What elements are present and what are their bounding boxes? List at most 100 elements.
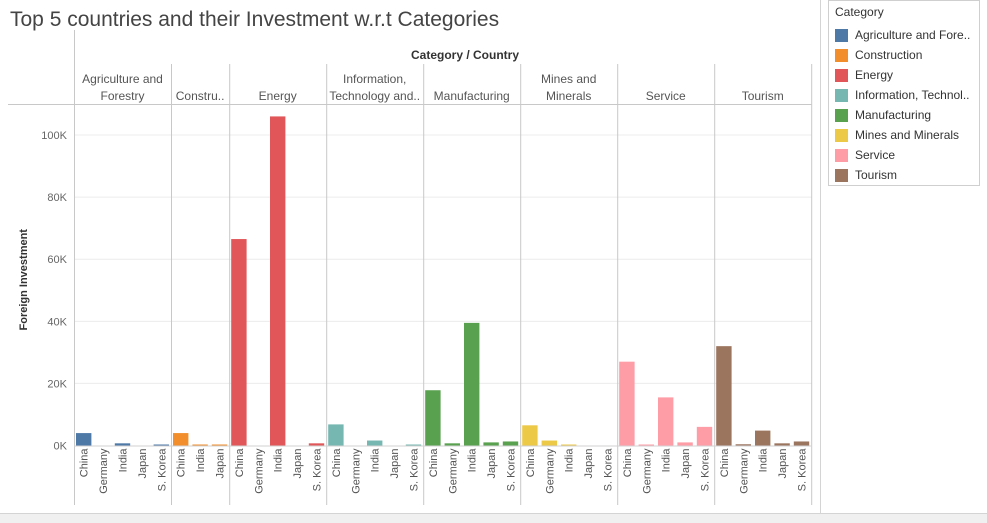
x-tick-label: China: [331, 448, 343, 478]
bar: [522, 425, 538, 446]
x-tick-label: India: [661, 448, 673, 473]
x-tick-label: Japan: [777, 449, 789, 479]
x-tick-label: Germany: [544, 448, 556, 494]
legend-item[interactable]: Tourism: [835, 165, 973, 185]
legend-label: Information, Technol..: [855, 88, 970, 102]
x-tick-label: S. Korea: [797, 448, 809, 492]
y-tick-label: 0K: [54, 441, 68, 453]
legend-item[interactable]: Mines and Minerals: [835, 125, 973, 145]
legend-label: Service: [855, 148, 896, 162]
x-tick-label: China: [525, 448, 537, 478]
legend-item[interactable]: Information, Technol..: [835, 85, 973, 105]
pane-header-label: Energy: [259, 89, 297, 103]
pane-header-label: Minerals: [546, 89, 591, 103]
bar: [774, 443, 790, 446]
x-tick-label: China: [234, 448, 246, 478]
x-tick-label: India: [758, 448, 770, 473]
bar: [541, 440, 557, 446]
bar: [192, 444, 208, 446]
pane-header-label: Agriculture and: [82, 72, 163, 86]
x-tick-label: Japan: [215, 449, 227, 479]
y-tick-label: 100K: [41, 130, 67, 142]
bar: [735, 444, 751, 446]
x-tick-label: S. Korea: [506, 448, 518, 492]
x-tick-label: S. Korea: [312, 448, 324, 492]
bar: [658, 397, 674, 446]
x-tick-label: S. Korea: [603, 448, 615, 492]
bar: [76, 433, 92, 446]
x-tick-label: India: [467, 448, 479, 473]
y-tick-label: 80K: [47, 192, 67, 204]
bar: [619, 361, 635, 446]
pane-header-label: Tourism: [742, 89, 784, 103]
pane-header-label: Technology and..: [329, 89, 420, 103]
x-tick-label: China: [428, 448, 440, 478]
legend-item[interactable]: Construction: [835, 45, 973, 65]
bar: [367, 440, 383, 446]
x-tick-label: China: [176, 448, 188, 478]
x-tick-label: India: [370, 448, 382, 473]
legend-item[interactable]: Manufacturing: [835, 105, 973, 125]
x-tick-label: S. Korea: [156, 448, 168, 492]
x-tick-label: India: [195, 448, 207, 473]
pane-header-label: Service: [646, 89, 686, 103]
bar: [425, 390, 441, 446]
bar: [464, 322, 480, 446]
pane-header-label: Forestry: [100, 89, 144, 103]
legend-swatch: [835, 108, 848, 122]
legend-swatch: [835, 28, 848, 42]
legend-swatch: [835, 128, 848, 142]
bar: [270, 116, 286, 446]
bar: [561, 444, 577, 446]
x-tick-label: Germany: [253, 448, 265, 494]
bar: [638, 444, 654, 446]
pane-header-label: Mines and: [541, 72, 596, 86]
legend-item[interactable]: Agriculture and Fore..: [835, 25, 973, 45]
bar: [211, 444, 228, 446]
legend-label: Construction: [855, 48, 923, 62]
y-axis-label: Foreign Investment: [18, 229, 30, 331]
legend-label: Energy: [855, 68, 894, 82]
y-tick-label: 60K: [47, 254, 67, 266]
bar: [483, 442, 499, 446]
pane-header-label: Constru..: [176, 89, 225, 103]
pane-header-label: Information,: [343, 72, 406, 86]
bar: [173, 433, 189, 446]
legend-label: Agriculture and Fore..: [855, 28, 971, 42]
bar: [677, 442, 693, 446]
legend-label: Mines and Minerals: [855, 128, 960, 142]
pane-header-label: Manufacturing: [434, 89, 510, 103]
bar: [755, 430, 771, 446]
bar: [444, 443, 460, 446]
legend-label: Tourism: [855, 168, 898, 182]
legend-item[interactable]: Service: [835, 145, 973, 165]
legend-item[interactable]: Energy: [835, 65, 973, 85]
bar: [114, 443, 131, 446]
legend-items: Agriculture and Fore.. Construction Energy…: [835, 25, 973, 185]
x-tick-label: China: [622, 448, 634, 478]
y-tick-label: 20K: [47, 378, 67, 390]
legend[interactable]: Category Agriculture and Fore.. Construct…: [828, 0, 980, 186]
bar-chart: Category / Country 0K 20K 40K 60K 80K 100K Fore…: [8, 0, 821, 513]
bar: [405, 444, 422, 446]
x-tick-label: Japan: [583, 449, 595, 479]
x-tick-label: India: [118, 448, 130, 473]
legend-title: Category: [835, 5, 884, 19]
bar: [308, 443, 325, 446]
x-tick-label: China: [79, 448, 91, 478]
x-tick-label: S. Korea: [700, 448, 712, 492]
legend-swatch: [835, 88, 848, 102]
legend-swatch: [835, 168, 848, 182]
x-tick-label: Germany: [350, 448, 362, 494]
chart-title: Top 5 countries and their Investment w.r…: [10, 8, 500, 31]
legend-swatch: [835, 48, 848, 62]
x-tick-label: China: [719, 448, 731, 478]
x-tick-label: Germany: [641, 448, 653, 494]
x-tick-label: Germany: [98, 448, 110, 494]
bar: [716, 346, 732, 446]
x-tick-label: Japan: [389, 449, 401, 479]
x-tick-label: Japan: [292, 449, 304, 479]
bar: [793, 441, 810, 446]
x-tick-label: S. Korea: [409, 448, 421, 492]
x-tick-label: Japan: [680, 449, 692, 479]
